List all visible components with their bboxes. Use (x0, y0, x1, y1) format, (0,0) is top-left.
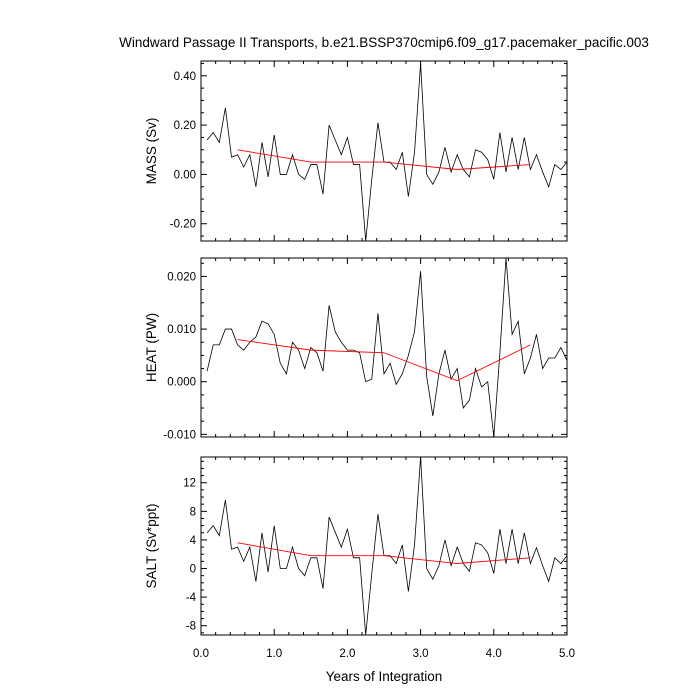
heat-annual-mean-line (237, 339, 531, 382)
salt-ylabel: SALT (Sv*ppt) (144, 503, 159, 588)
mass-ytick-label: -0.20 (170, 219, 196, 231)
mass-ytick-label: 0.40 (174, 71, 196, 83)
xtick-label: 3.0 (413, 648, 429, 660)
salt-annual-mean-line (237, 542, 531, 564)
heat-ytick-label: 0.010 (167, 324, 196, 336)
heat-monthly-line (206, 257, 568, 438)
xtick-label: 0.0 (193, 648, 209, 660)
mass-panel: -0.20 0.00 0.20 0.40 MASS (Sv) (144, 60, 568, 242)
salt-ytick-label: 12 (183, 478, 196, 490)
mass-ylabel: MASS (Sv) (144, 118, 159, 185)
salt-ytick-label: 0 (190, 564, 196, 576)
heat-ytick-label: -0.010 (163, 429, 196, 441)
mass-ytick-label: 0.20 (174, 120, 196, 132)
mass-monthly-line (206, 63, 568, 242)
heat-ytick-label: 0.000 (167, 377, 196, 389)
heat-panel: -0.010 0.000 0.010 0.020 HEAT (PW) (144, 257, 568, 441)
xtick-label: 2.0 (339, 648, 355, 660)
heat-ytick-label: 0.020 (167, 271, 196, 283)
salt-monthly-line (206, 456, 568, 636)
heat-ylabel: HEAT (PW) (144, 313, 159, 382)
salt-panel: -8 -4 0 4 8 12 SALT (Sv*ppt) 0.0 1.0 2.0 3.0 4.0 5.0… (144, 456, 575, 684)
xtick-label: 4.0 (486, 648, 502, 660)
mass-annual-mean-line (237, 149, 531, 170)
chart-title: Windward Passage II Transports, b.e21.BS… (119, 35, 649, 50)
mass-ytick-label: 0.00 (174, 169, 196, 181)
heat-frame (200, 257, 568, 438)
xtick-label: 5.0 (559, 648, 575, 660)
salt-ytick-label: 8 (190, 506, 196, 518)
salt-frame (200, 456, 568, 636)
salt-ytick-label: -8 (186, 621, 196, 633)
xtick-label: 1.0 (266, 648, 282, 660)
mass-frame (200, 60, 568, 242)
salt-ytick-label: 4 (190, 535, 197, 547)
x-axis-label: Years of Integration (326, 669, 443, 684)
salt-ytick-label: -4 (186, 592, 197, 604)
